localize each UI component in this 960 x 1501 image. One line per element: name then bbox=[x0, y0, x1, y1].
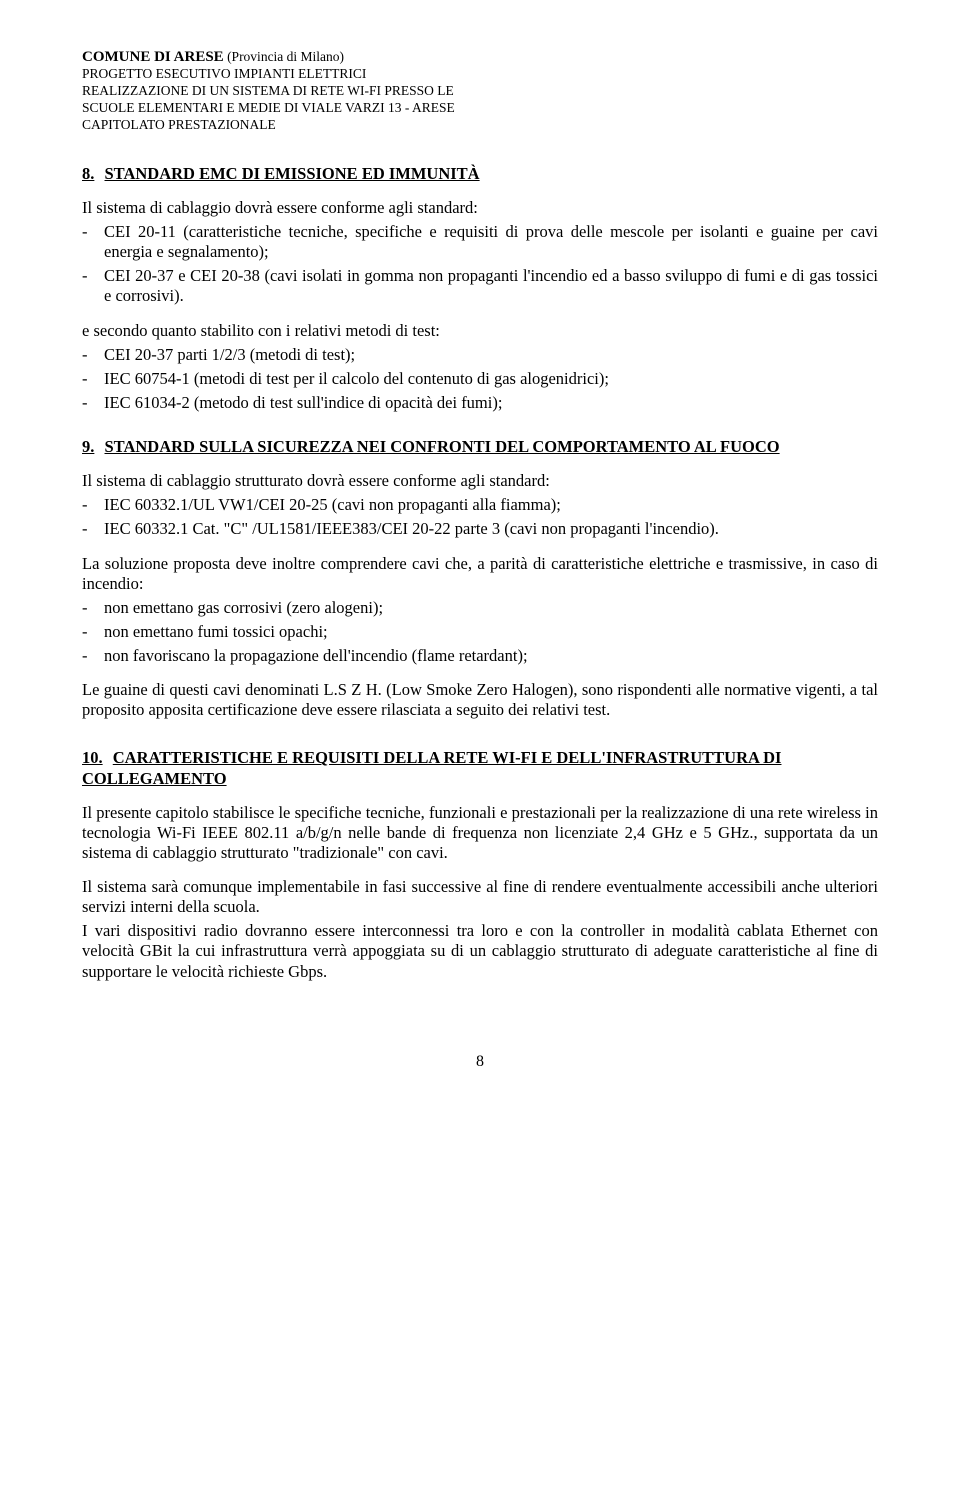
section-9-title: STANDARD SULLA SICUREZZA NEI CONFRONTI D… bbox=[105, 437, 780, 456]
section-9-num: 9. bbox=[82, 437, 94, 456]
section-9-intro: Il sistema di cablaggio strutturato dovr… bbox=[82, 471, 878, 491]
section-8-list-1: CEI 20-11 (caratteristiche tecniche, spe… bbox=[82, 222, 878, 307]
list-item: IEC 61034-2 (metodo di test sull'indice … bbox=[82, 393, 878, 413]
list-item: CEI 20-11 (caratteristiche tecniche, spe… bbox=[82, 222, 878, 262]
list-item: IEC 60754-1 (metodi di test per il calco… bbox=[82, 369, 878, 389]
section-9-para3: Le guaine di questi cavi denominati L.S … bbox=[82, 680, 878, 720]
page-number: 8 bbox=[82, 1052, 878, 1072]
header-province: (Provincia di Milano) bbox=[224, 49, 344, 64]
section-8-heading: 8. STANDARD EMC DI EMISSIONE ED IMMUNITÀ bbox=[82, 164, 878, 184]
section-10-title: CARATTERISTICHE E REQUISITI DELLA RETE W… bbox=[82, 748, 781, 787]
section-9-heading: 9. STANDARD SULLA SICUREZZA NEI CONFRONT… bbox=[82, 437, 878, 457]
section-8-intro2: e secondo quanto stabilito con i relativ… bbox=[82, 321, 878, 341]
section-10-num: 10. bbox=[82, 748, 103, 767]
section-9-list-1: IEC 60332.1/UL VW1/CEI 20-25 (cavi non p… bbox=[82, 495, 878, 539]
section-8-title: STANDARD EMC DI EMISSIONE ED IMMUNITÀ bbox=[105, 164, 480, 183]
header-line-4: SCUOLE ELEMENTARI E MEDIE DI VIALE VARZI… bbox=[82, 100, 878, 117]
section-8-num: 8. bbox=[82, 164, 94, 183]
document-header: COMUNE DI ARESE (Provincia di Milano) PR… bbox=[82, 48, 878, 134]
section-8-list-2: CEI 20-37 parti 1/2/3 (metodi di test); … bbox=[82, 345, 878, 413]
header-municipality: COMUNE DI ARESE bbox=[82, 49, 224, 65]
section-10-para2: Il sistema sarà comunque implementabile … bbox=[82, 877, 878, 917]
list-item: IEC 60332.1 Cat. "C" /UL1581/IEEE383/CEI… bbox=[82, 519, 878, 539]
section-8-intro: Il sistema di cablaggio dovrà essere con… bbox=[82, 198, 878, 218]
list-item: CEI 20-37 e CEI 20-38 (cavi isolati in g… bbox=[82, 266, 878, 306]
header-line-5: CAPITOLATO PRESTAZIONALE bbox=[82, 117, 878, 134]
section-10-heading: 10. CARATTERISTICHE E REQUISITI DELLA RE… bbox=[82, 748, 878, 788]
section-10-para1: Il presente capitolo stabilisce le speci… bbox=[82, 803, 878, 863]
header-line-2: PROGETTO ESECUTIVO IMPIANTI ELETTRICI bbox=[82, 66, 878, 83]
header-line-1: COMUNE DI ARESE (Provincia di Milano) bbox=[82, 48, 878, 66]
section-9-para2: La soluzione proposta deve inoltre compr… bbox=[82, 554, 878, 594]
list-item: IEC 60332.1/UL VW1/CEI 20-25 (cavi non p… bbox=[82, 495, 878, 515]
list-item: non favoriscano la propagazione dell'inc… bbox=[82, 646, 878, 666]
list-item: non emettano fumi tossici opachi; bbox=[82, 622, 878, 642]
list-item: CEI 20-37 parti 1/2/3 (metodi di test); bbox=[82, 345, 878, 365]
header-line-3: REALIZZAZIONE DI UN SISTEMA DI RETE WI-F… bbox=[82, 83, 878, 100]
section-9-list-2: non emettano gas corrosivi (zero alogeni… bbox=[82, 598, 878, 666]
section-10-para3: I vari dispositivi radio dovranno essere… bbox=[82, 921, 878, 981]
list-item: non emettano gas corrosivi (zero alogeni… bbox=[82, 598, 878, 618]
